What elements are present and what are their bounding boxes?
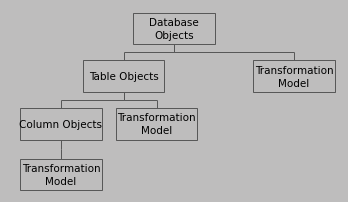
FancyBboxPatch shape [20,159,102,190]
Text: Transformation
Model: Transformation Model [22,163,100,186]
Text: Table Objects: Table Objects [89,72,158,82]
FancyBboxPatch shape [253,61,335,93]
FancyBboxPatch shape [133,14,215,45]
Text: Database
Objects: Database Objects [149,18,199,41]
Text: Transformation
Model: Transformation Model [117,113,196,136]
Text: Column Objects: Column Objects [19,119,102,129]
FancyBboxPatch shape [82,61,164,93]
FancyBboxPatch shape [116,109,198,140]
Text: Transformation
Model: Transformation Model [255,65,333,88]
FancyBboxPatch shape [20,109,102,140]
